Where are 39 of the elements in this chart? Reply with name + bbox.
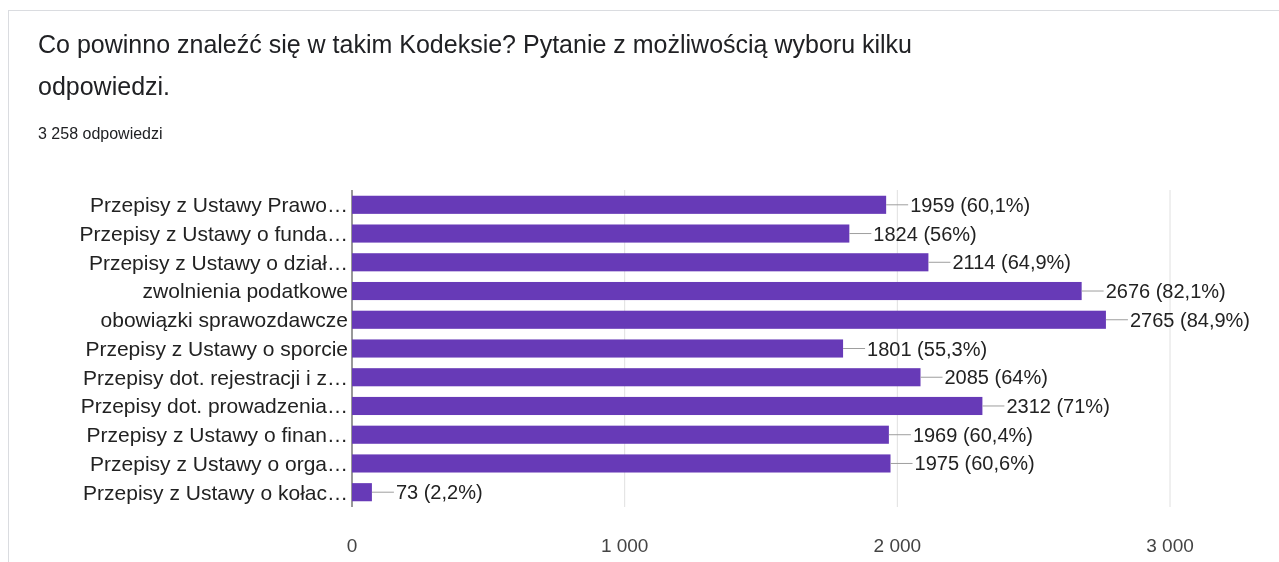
y-tick-label: Przepisy z Ustawy o dział…: [88, 250, 348, 274]
data-label: 2676 (82,1%): [1105, 280, 1226, 303]
bar: [352, 281, 1082, 301]
x-tick-label: 0: [346, 535, 358, 556]
text: 3 258 odpowiedzi: [38, 125, 163, 142]
bar: [352, 425, 889, 444]
y-tick-label: zwolnienia podatkowe: [142, 279, 348, 303]
x-tick-label: 3 000: [1146, 535, 1194, 556]
data-label: 73 (2,2%): [395, 481, 483, 504]
data-label: 2114 (64,9%): [952, 251, 1072, 274]
bar: [352, 368, 921, 387]
y-tick-label: Przepisy z Ustawy o finan…: [86, 423, 348, 447]
bar: [352, 396, 983, 416]
data-label: 2085 (64%): [944, 366, 1048, 389]
chart-title: Co powinno znaleźć się w takim Kodeksie? Pytanie z możliwością wyboru kilku odpowiedzi.: [38, 30, 912, 100]
data-label: 1959 (60,1%): [910, 193, 1031, 216]
bar: [352, 454, 891, 473]
y-tick-label: Przepisy z Ustawy o funda…: [79, 221, 348, 245]
data-label: 1969 (60,4%): [912, 423, 1033, 446]
bar: [352, 195, 887, 214]
y-tick-label: Przepisy dot. rejestracji i z…: [83, 365, 348, 389]
bar: [352, 310, 1106, 329]
y-tick-label: Przepisy z Ustawy Prawo…: [90, 193, 348, 217]
bar: [352, 339, 844, 358]
y-tick-label: Przepisy z Ustawy o kołac…: [83, 480, 348, 504]
x-tick-label: 2 000: [873, 535, 922, 556]
data-label: 1801 (55,3%): [867, 337, 988, 360]
bar: [352, 224, 850, 243]
y-tick-label: Przepisy z Ustawy o sporcie: [85, 336, 348, 360]
data-label: 1824 (56%): [873, 222, 977, 245]
bar: [352, 253, 929, 272]
x-tick-label: 1 000: [600, 535, 649, 556]
y-tick-label: obowiązki sprawozdawcze: [100, 308, 348, 332]
data-label: 1975 (60,6%): [914, 452, 1035, 475]
data-label: 2312 (71%): [1006, 394, 1110, 417]
y-tick-label: Przepisy dot. prowadzenia…: [80, 394, 348, 418]
y-tick-label: Przepisy z Ustawy o orga…: [90, 451, 348, 475]
data-label: 2765 (84,9%): [1129, 308, 1250, 331]
bar: [352, 483, 372, 502]
